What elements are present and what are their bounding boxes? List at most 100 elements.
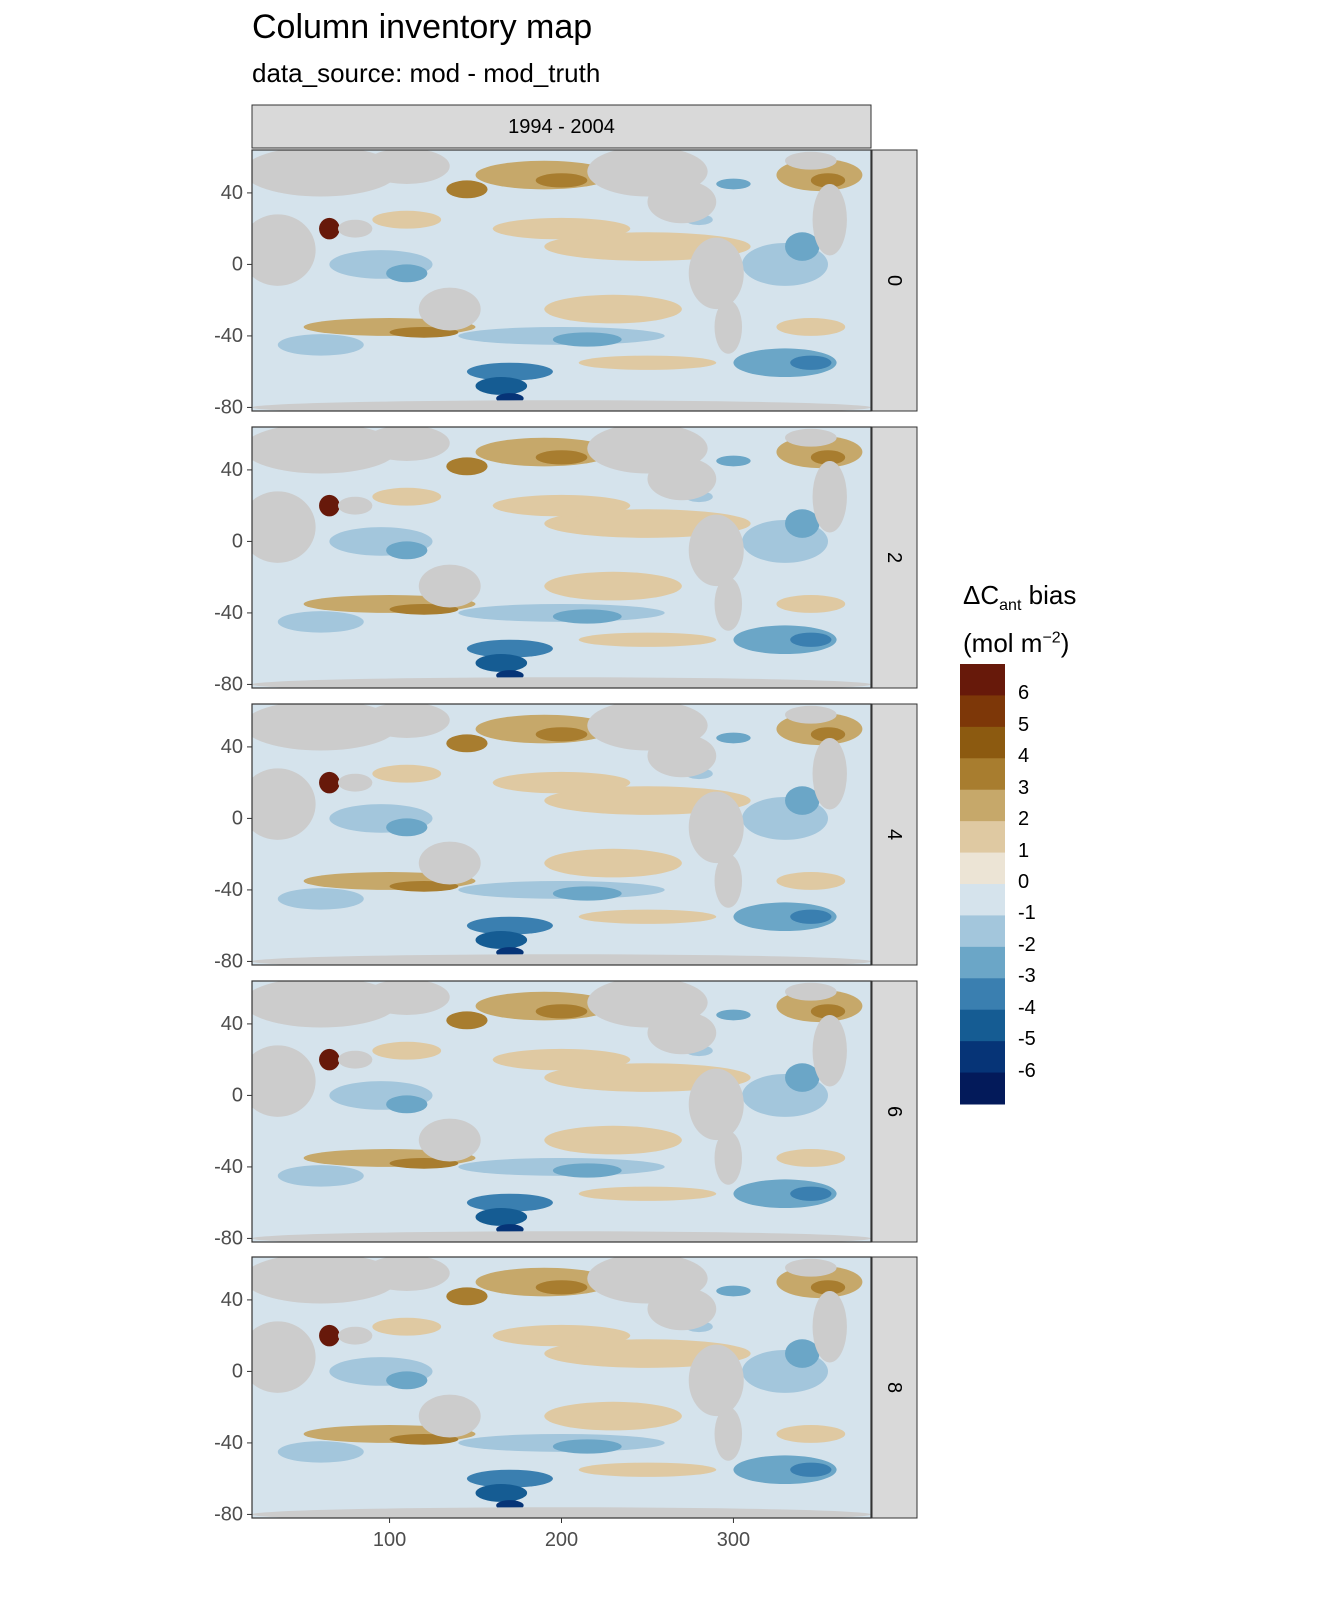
legend-swatch: [960, 664, 1005, 696]
legend-unit: (mol m−2): [963, 628, 1070, 658]
land-mass: [252, 704, 399, 751]
legend-title: ΔCant bias: [963, 580, 1077, 615]
land-mass: [418, 564, 481, 608]
land-mass: [785, 1258, 837, 1277]
legend-label: -4: [1018, 996, 1036, 1019]
land-mass: [647, 457, 717, 501]
bias-region: [776, 1149, 846, 1167]
y-tick-label: 0: [232, 530, 243, 552]
bias-region: [466, 916, 553, 935]
legend-swatch: [960, 1072, 1005, 1105]
bias-region: [386, 1371, 428, 1390]
row-strip: [871, 149, 918, 412]
bias-region: [277, 888, 364, 910]
facet-panel: 0 40 0 -40 -80: [214, 149, 918, 418]
bias-region: [810, 727, 846, 742]
bias-region: [446, 457, 488, 476]
bias-region: [466, 639, 553, 658]
land-mass: [363, 150, 450, 184]
land-mass: [785, 982, 837, 1001]
bias-region: [475, 654, 528, 672]
bias-region: [544, 571, 682, 601]
bias-region: [535, 1004, 588, 1019]
bias-region: [578, 355, 717, 370]
land-mass: [337, 1050, 373, 1069]
chart-title: Column inventory map: [252, 8, 593, 46]
bias-region: [492, 771, 631, 794]
legend-label: -1: [1018, 902, 1036, 925]
bias-region: [446, 180, 488, 199]
land-mass: [252, 677, 871, 688]
y-tick-label: 0: [232, 1084, 243, 1106]
y-tick-label: -40: [214, 602, 243, 624]
y-tick-label: -80: [214, 396, 243, 418]
land-mass: [812, 737, 847, 810]
land-mass: [688, 791, 744, 864]
land-mass: [647, 1011, 717, 1055]
bias-region: [785, 509, 820, 538]
bias-region: [386, 818, 428, 837]
land-mass: [252, 150, 399, 197]
legend-label: 0: [1018, 871, 1030, 893]
bias-region: [372, 210, 442, 229]
bias-region: [716, 732, 751, 744]
bias-region: [386, 1095, 428, 1114]
row-strip: [871, 1256, 918, 1519]
bias-region: [475, 377, 528, 395]
land-mass: [252, 981, 399, 1028]
x-tick-label: 100: [373, 1529, 406, 1551]
land-mass: [418, 1118, 481, 1162]
y-tick-label: 0: [232, 1360, 243, 1382]
bias-region: [716, 178, 751, 190]
land-mass: [647, 734, 717, 778]
bias-region: [492, 1324, 631, 1347]
land-mass: [337, 1326, 373, 1345]
bias-region: [277, 1441, 364, 1463]
row-strip-label: 6: [883, 1106, 905, 1117]
bias-region: [446, 1287, 488, 1306]
bias-region: [492, 217, 631, 240]
bias-region: [319, 217, 340, 240]
legend-swatch: [960, 695, 1005, 728]
bias-region: [372, 764, 442, 783]
y-tick-label: -40: [214, 879, 243, 901]
land-mass: [252, 400, 871, 411]
facet-panel: 8 40 0 -40 -80: [214, 1256, 918, 1525]
bias-region: [319, 771, 340, 794]
row-strip-label: 8: [883, 1382, 905, 1393]
bias-region: [535, 727, 588, 742]
bias-region: [810, 450, 846, 465]
row-strip: [871, 426, 918, 689]
land-mass: [812, 460, 847, 533]
panel-border: [251, 426, 872, 689]
row-strip-label: 2: [883, 552, 905, 563]
land-mass: [785, 151, 837, 170]
legend-swatch: [960, 915, 1005, 948]
land-mass: [418, 1394, 481, 1438]
land-mass: [812, 1290, 847, 1363]
land-mass: [252, 214, 316, 286]
row-strip-label: 0: [883, 275, 905, 286]
land-mass: [647, 1287, 717, 1331]
legend-label: 1: [1018, 839, 1030, 862]
bias-region: [810, 1280, 846, 1295]
land-mass: [785, 428, 837, 447]
facet-panel: 6 40 0 -40 -80: [214, 980, 918, 1249]
legend-swatch: [960, 946, 1005, 979]
bias-region: [790, 632, 832, 647]
legend-swatch: [960, 789, 1005, 822]
land-mass: [714, 1131, 743, 1185]
bias-region: [776, 318, 846, 336]
bias-region: [319, 1048, 340, 1071]
bias-region: [372, 1041, 442, 1060]
land-mass: [252, 491, 316, 563]
bias-region: [578, 632, 717, 647]
land-mass: [337, 496, 373, 515]
facet-panel: 2 40 0 -40 -80: [214, 426, 918, 695]
bias-region: [475, 1208, 528, 1226]
bias-region: [386, 264, 428, 283]
panel-border: [251, 703, 872, 966]
bias-region: [492, 494, 631, 517]
bias-region: [790, 1186, 832, 1201]
chart-subtitle: data_source: mod - mod_truth: [252, 58, 601, 88]
